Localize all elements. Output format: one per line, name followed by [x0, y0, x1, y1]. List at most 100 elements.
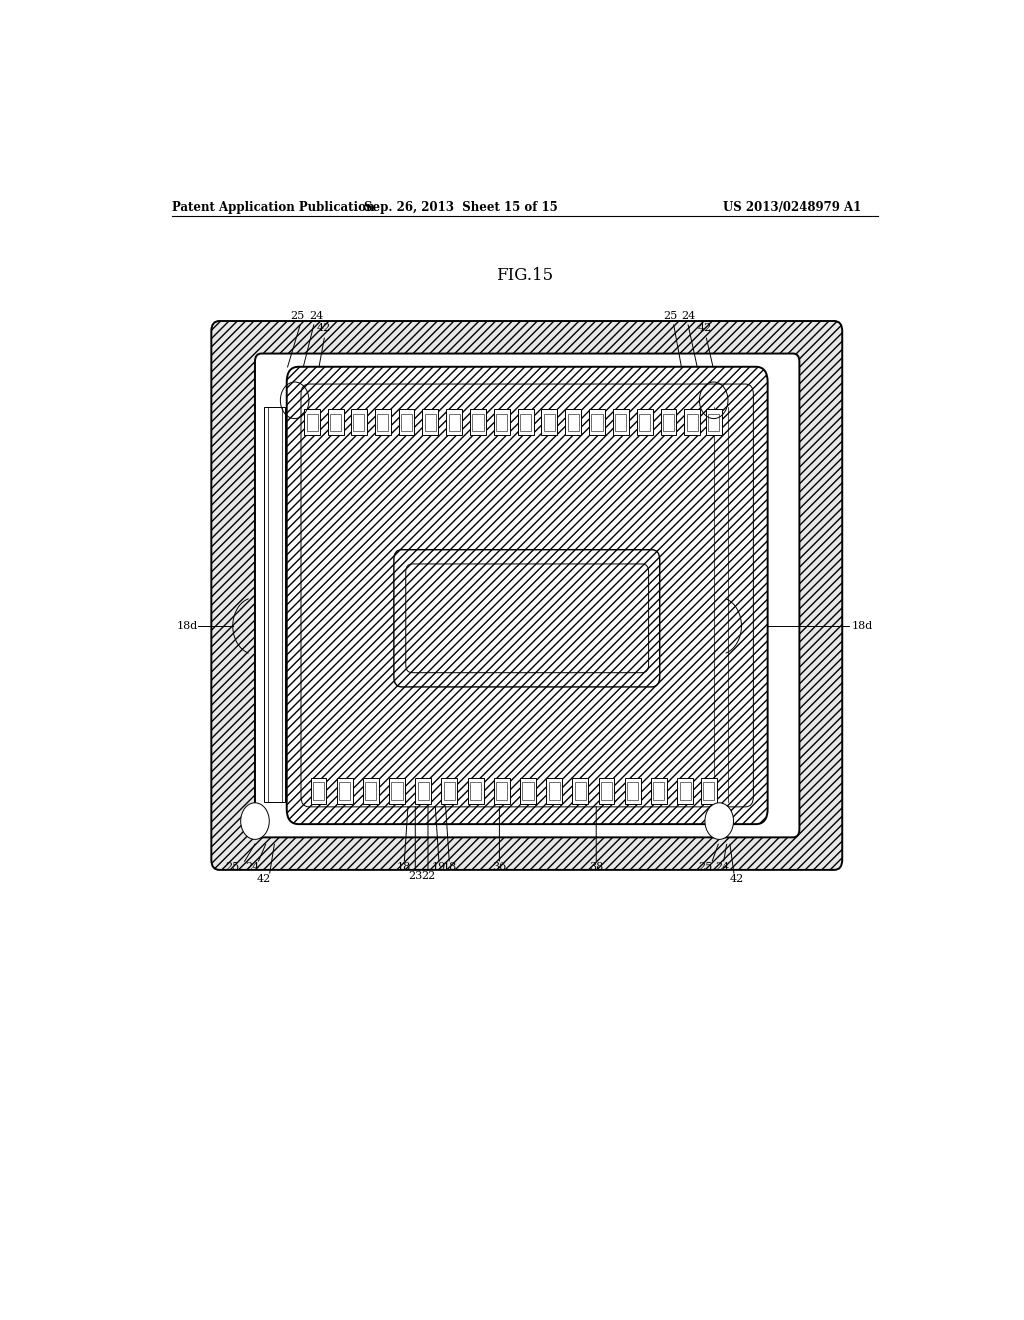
- Text: 25: 25: [664, 312, 678, 321]
- Text: FIG.15: FIG.15: [497, 267, 553, 284]
- Bar: [306, 413, 317, 430]
- Bar: [441, 779, 458, 804]
- Bar: [313, 783, 324, 800]
- Bar: [310, 779, 327, 804]
- Text: 42: 42: [697, 323, 712, 333]
- Circle shape: [241, 803, 269, 840]
- Bar: [375, 409, 391, 434]
- Text: 25: 25: [291, 312, 305, 321]
- Bar: [366, 783, 377, 800]
- Text: 24: 24: [309, 312, 324, 321]
- Bar: [684, 409, 700, 434]
- Text: 24: 24: [246, 862, 260, 873]
- Bar: [639, 413, 650, 430]
- Bar: [494, 779, 510, 804]
- Bar: [709, 413, 719, 430]
- Text: 24: 24: [715, 862, 729, 873]
- Text: US 2013/0248979 A1: US 2013/0248979 A1: [723, 201, 861, 214]
- Bar: [391, 783, 402, 800]
- Text: 42: 42: [316, 323, 331, 333]
- Bar: [549, 783, 560, 800]
- Bar: [599, 779, 614, 804]
- Bar: [470, 409, 486, 434]
- Text: 24: 24: [681, 312, 695, 321]
- Bar: [497, 783, 507, 800]
- FancyBboxPatch shape: [287, 367, 768, 824]
- Text: 42: 42: [729, 874, 743, 884]
- Bar: [565, 409, 582, 434]
- Bar: [418, 783, 429, 800]
- Bar: [680, 783, 690, 800]
- Bar: [425, 413, 436, 430]
- Bar: [615, 413, 627, 430]
- Bar: [416, 779, 431, 804]
- Bar: [546, 779, 562, 804]
- Bar: [574, 783, 586, 800]
- Text: 18d: 18d: [852, 620, 873, 631]
- Bar: [677, 779, 693, 804]
- Bar: [328, 409, 344, 434]
- Bar: [572, 779, 588, 804]
- FancyBboxPatch shape: [255, 354, 800, 837]
- Text: 42: 42: [257, 874, 270, 884]
- Bar: [712, 408, 731, 801]
- Bar: [468, 779, 483, 804]
- Bar: [443, 783, 455, 800]
- Bar: [353, 413, 365, 430]
- Text: 23: 23: [409, 871, 423, 880]
- Bar: [601, 783, 612, 800]
- Circle shape: [705, 803, 733, 840]
- Bar: [472, 413, 483, 430]
- Bar: [520, 413, 531, 430]
- Text: 25: 25: [225, 862, 239, 873]
- FancyBboxPatch shape: [211, 321, 842, 870]
- Bar: [423, 409, 438, 434]
- Bar: [494, 409, 510, 434]
- Bar: [660, 409, 677, 434]
- Bar: [362, 779, 379, 804]
- Text: 18: 18: [397, 862, 412, 873]
- Text: Patent Application Publication: Patent Application Publication: [172, 201, 374, 214]
- Bar: [331, 413, 341, 430]
- Bar: [389, 779, 404, 804]
- Bar: [627, 783, 638, 800]
- Bar: [687, 413, 697, 430]
- Text: 22: 22: [421, 871, 435, 880]
- Bar: [589, 409, 605, 434]
- Text: 18d: 18d: [176, 620, 198, 631]
- Text: 25: 25: [697, 862, 712, 873]
- Bar: [518, 409, 534, 434]
- Text: 36: 36: [493, 862, 507, 873]
- FancyBboxPatch shape: [394, 549, 659, 686]
- Text: Sep. 26, 2013  Sheet 15 of 15: Sep. 26, 2013 Sheet 15 of 15: [365, 201, 558, 214]
- Bar: [401, 413, 412, 430]
- Bar: [337, 779, 352, 804]
- Bar: [264, 408, 285, 801]
- Bar: [351, 409, 367, 434]
- Bar: [637, 409, 652, 434]
- Text: 19: 19: [432, 862, 446, 873]
- Text: 38: 38: [589, 862, 603, 873]
- Bar: [497, 413, 507, 430]
- Bar: [377, 413, 388, 430]
- Text: 18: 18: [442, 862, 457, 873]
- Bar: [663, 413, 674, 430]
- Bar: [613, 409, 629, 434]
- Bar: [522, 783, 534, 800]
- Bar: [703, 783, 715, 800]
- Bar: [651, 779, 667, 804]
- Bar: [706, 409, 722, 434]
- Bar: [449, 413, 460, 430]
- Bar: [544, 413, 555, 430]
- Bar: [567, 413, 579, 430]
- Bar: [304, 409, 321, 434]
- Bar: [592, 413, 602, 430]
- Bar: [653, 783, 665, 800]
- Bar: [625, 779, 641, 804]
- Bar: [446, 409, 462, 434]
- Bar: [339, 783, 350, 800]
- Bar: [398, 409, 415, 434]
- Bar: [701, 779, 717, 804]
- Bar: [542, 409, 557, 434]
- Bar: [520, 779, 536, 804]
